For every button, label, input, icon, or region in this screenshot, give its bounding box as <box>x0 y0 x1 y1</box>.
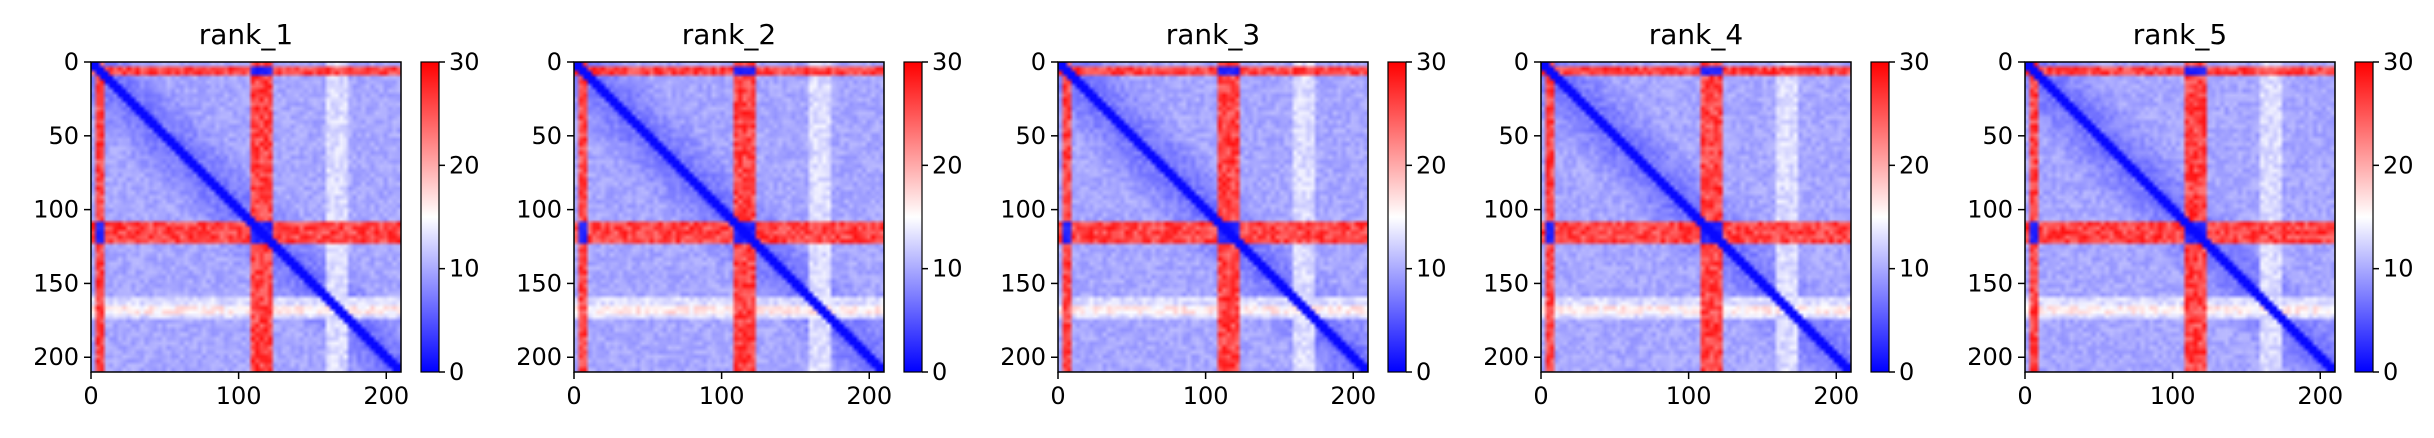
y-tick-label: 200 <box>1483 343 1529 371</box>
colorbar-tick-label: 20 <box>1416 151 1447 179</box>
y-tick-label: 200 <box>1967 343 2013 371</box>
y-tick-label: 0 <box>1998 48 2013 76</box>
y-tick-label: 0 <box>547 48 562 76</box>
colorbar-tick-label: 20 <box>1899 151 1930 179</box>
colorbar <box>1870 61 1890 373</box>
colorbar <box>420 61 440 373</box>
y-tick-label: 100 <box>1967 196 2013 224</box>
x-tick-label: 200 <box>1813 382 1859 410</box>
colorbar-tick-label: 20 <box>2383 151 2414 179</box>
colorbar-tick-label: 20 <box>449 151 480 179</box>
colorbar-tick-label: 20 <box>932 151 963 179</box>
heatmap-image <box>1541 62 1851 372</box>
y-tick-label: 150 <box>516 269 562 297</box>
colorbar <box>903 61 923 373</box>
y-tick-label: 100 <box>516 196 562 224</box>
y-tick-label: 100 <box>1000 196 1046 224</box>
y-tick-label: 0 <box>1031 48 1046 76</box>
y-tick-label: 200 <box>516 343 562 371</box>
y-tick-label: 200 <box>33 343 79 371</box>
colorbar-tick-label: 10 <box>1899 255 1930 283</box>
y-tick-label: 200 <box>1000 343 1046 371</box>
x-tick-label: 100 <box>2150 382 2196 410</box>
axes-frame <box>90 61 402 373</box>
y-tick-label: 0 <box>64 48 79 76</box>
y-tick-label: 100 <box>1483 196 1529 224</box>
colorbar-tick-label: 30 <box>2383 48 2414 76</box>
axes-frame <box>1057 61 1369 373</box>
x-tick-label: 100 <box>1183 382 1229 410</box>
y-tick-label: 50 <box>1015 122 1046 150</box>
colorbar-tick-label: 0 <box>1899 358 1914 386</box>
colorbar-tick-label: 0 <box>449 358 464 386</box>
panel-title: rank_2 <box>682 18 776 51</box>
y-tick-label: 150 <box>1483 269 1529 297</box>
heatmap-image <box>2025 62 2335 372</box>
heatmap-image <box>91 62 401 372</box>
colorbar-tick-label: 30 <box>932 48 963 76</box>
x-tick-label: 0 <box>83 382 98 410</box>
colorbar-tick-label: 30 <box>449 48 480 76</box>
y-tick-label: 0 <box>1514 48 1529 76</box>
y-tick-label: 50 <box>1982 122 2013 150</box>
colorbar-tick-label: 10 <box>449 255 480 283</box>
x-tick-label: 200 <box>846 382 892 410</box>
heatmap-image <box>574 62 884 372</box>
y-tick-label: 100 <box>33 196 79 224</box>
colorbar <box>1387 61 1407 373</box>
x-tick-label: 0 <box>1050 382 1065 410</box>
y-tick-label: 50 <box>48 122 79 150</box>
y-tick-label: 150 <box>1967 269 2013 297</box>
panel-title: rank_1 <box>199 18 293 51</box>
colorbar-tick-label: 30 <box>1899 48 1930 76</box>
colorbar-tick-label: 0 <box>932 358 947 386</box>
x-tick-label: 100 <box>216 382 262 410</box>
heatmap-image <box>1058 62 1368 372</box>
y-tick-label: 50 <box>1498 122 1529 150</box>
colorbar-tick-label: 0 <box>2383 358 2398 386</box>
colorbar-tick-label: 10 <box>932 255 963 283</box>
axes-frame <box>2024 61 2336 373</box>
axes-frame <box>1540 61 1852 373</box>
colorbar <box>2354 61 2374 373</box>
y-tick-label: 150 <box>33 269 79 297</box>
x-tick-label: 100 <box>1666 382 1712 410</box>
colorbar-tick-label: 10 <box>1416 255 1447 283</box>
y-tick-label: 150 <box>1000 269 1046 297</box>
panel-title: rank_3 <box>1166 18 1260 51</box>
axes-frame <box>573 61 885 373</box>
x-tick-label: 200 <box>1330 382 1376 410</box>
colorbar-tick-label: 0 <box>1416 358 1431 386</box>
x-tick-label: 200 <box>2297 382 2343 410</box>
x-tick-label: 100 <box>699 382 745 410</box>
colorbar-tick-label: 10 <box>2383 255 2414 283</box>
panel-title: rank_5 <box>2133 18 2227 51</box>
panel-title: rank_4 <box>1649 18 1743 51</box>
x-tick-label: 200 <box>363 382 409 410</box>
colorbar-tick-label: 30 <box>1416 48 1447 76</box>
x-tick-label: 0 <box>1533 382 1548 410</box>
x-tick-label: 0 <box>566 382 581 410</box>
y-tick-label: 50 <box>531 122 562 150</box>
x-tick-label: 0 <box>2017 382 2032 410</box>
